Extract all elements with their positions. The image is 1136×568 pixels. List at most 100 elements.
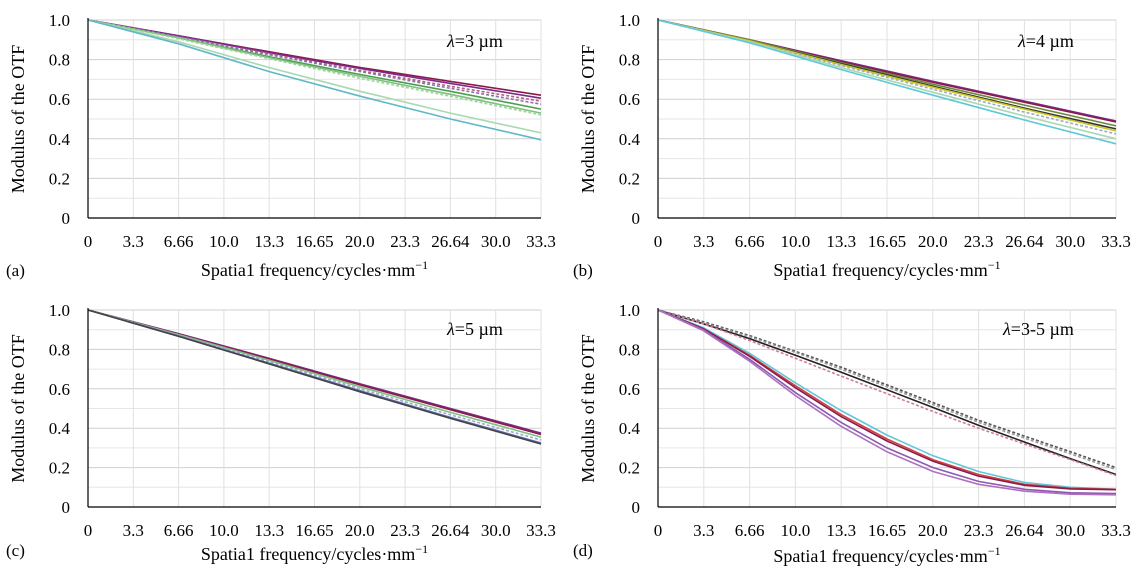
panel-label: (b) xyxy=(573,261,593,280)
panel-b: 0 0.2 0.4 0.6 0.8 1.0 0 3.3 6.66 10.0 13.3 16.65 20.… xyxy=(573,11,1131,280)
x-tick-label: 23.3 xyxy=(964,232,994,251)
x-axis-label-main: Spatia1 frequency/cycles·mm xyxy=(201,260,415,280)
series-line-7 xyxy=(657,309,1117,491)
wavelength-value: =5 µm xyxy=(455,319,503,339)
x-tick-label: 20.0 xyxy=(918,232,948,251)
y-tick-label: 0.4 xyxy=(619,419,641,438)
series-line-8 xyxy=(657,19,1117,145)
x-tick-label: 30.0 xyxy=(481,521,511,540)
x-tick-label: 10.0 xyxy=(209,521,239,540)
x-tick-label: 20.0 xyxy=(345,232,375,251)
y-tick-label: 0.8 xyxy=(619,340,640,359)
wavelength-annotation: λ=5 µm xyxy=(446,319,503,339)
y-tick-label: 1.0 xyxy=(49,11,70,30)
series-line-2 xyxy=(657,309,1117,471)
y-axis-label: Modulus of the OTF xyxy=(578,45,598,194)
series-line-6 xyxy=(87,19,542,114)
y-tick-label: 1.0 xyxy=(619,11,640,30)
x-axis-label-superscript: −1 xyxy=(988,544,1001,558)
grid xyxy=(658,309,1117,507)
y-tick-label: 1.0 xyxy=(619,301,640,320)
series-line-6 xyxy=(657,19,1117,135)
series-line-3 xyxy=(657,309,1117,476)
x-axis-label-superscript: −1 xyxy=(988,258,1001,272)
panel-d: 0 0.2 0.4 0.6 0.8 1.0 0 3.3 6.66 10.0 13.3 16.65 20.… xyxy=(573,301,1131,566)
series-group xyxy=(87,309,542,445)
grid xyxy=(88,309,542,507)
panel-label: (d) xyxy=(573,541,593,560)
x-tick-label: 13.3 xyxy=(254,232,284,251)
series-line-3 xyxy=(87,309,542,438)
panel-c: 0 0.2 0.4 0.6 0.8 1.0 0 3.3 6.66 10.0 13.3 16.65 20.… xyxy=(6,301,556,564)
y-tick-label: 0.8 xyxy=(619,51,640,70)
x-tick-label: 0 xyxy=(84,232,93,251)
x-tick-label: 26.64 xyxy=(431,232,470,251)
grid xyxy=(658,19,1117,218)
y-axis-label: Modulus of the OTF xyxy=(8,334,28,483)
x-tick-label: 0 xyxy=(654,232,663,251)
series-line-4 xyxy=(657,309,1117,477)
y-tick-label: 0 xyxy=(62,209,71,228)
wavelength-annotation: λ=4 µm xyxy=(1017,31,1074,51)
series-line-7 xyxy=(87,19,542,116)
y-tick-label: 1.0 xyxy=(49,301,70,320)
series-line-4 xyxy=(87,19,542,105)
y-tick-label: 0.6 xyxy=(619,380,640,399)
y-tick-label: 0.6 xyxy=(49,380,70,399)
x-tick-label: 30.0 xyxy=(1055,521,1085,540)
y-tick-label: 0.2 xyxy=(619,169,640,188)
x-tick-label: 10.0 xyxy=(781,232,811,251)
y-axis-label: Modulus of the OTF xyxy=(578,334,598,483)
y-tick-label: 0 xyxy=(632,209,641,228)
x-tick-label: 26.64 xyxy=(431,521,470,540)
series-line-2 xyxy=(87,19,542,99)
x-axis-label: Spatia1 frequency/cycles·mm−1 xyxy=(773,258,1000,280)
wavelength-value: =3 µm xyxy=(455,31,503,51)
lambda-symbol: λ xyxy=(1002,319,1011,339)
y-tick-label: 0.4 xyxy=(49,419,71,438)
x-tick-label: 33.3 xyxy=(526,232,556,251)
series-line-9 xyxy=(87,19,542,141)
x-axis-label-superscript: −1 xyxy=(415,258,428,272)
y-axis-label: Modulus of the OTF xyxy=(8,45,28,194)
x-tick-label: 6.66 xyxy=(164,232,194,251)
series-line-7 xyxy=(657,19,1117,140)
series-group xyxy=(657,309,1117,496)
x-tick-label: 26.64 xyxy=(1005,232,1044,251)
x-tick-label: 23.3 xyxy=(390,521,420,540)
y-tick-label: 0 xyxy=(632,498,641,517)
x-tick-label: 13.3 xyxy=(826,232,856,251)
x-axis-label: Spatia1 frequency/cycles·mm−1 xyxy=(201,542,428,564)
x-tick-label: 26.64 xyxy=(1005,521,1044,540)
x-tick-label: 3.3 xyxy=(123,232,144,251)
series-group xyxy=(657,19,1117,145)
lambda-symbol: λ xyxy=(446,319,455,339)
wavelength-value: =3-5 µm xyxy=(1011,319,1074,339)
x-tick-label: 16.65 xyxy=(295,521,333,540)
series-line-5 xyxy=(657,19,1117,132)
wavelength-annotation: λ=3-5 µm xyxy=(1002,319,1074,339)
x-tick-label: 33.3 xyxy=(1101,232,1131,251)
series-group xyxy=(87,19,542,141)
x-tick-label: 30.0 xyxy=(481,232,511,251)
y-tick-label: 0.6 xyxy=(619,90,640,109)
lambda-symbol: λ xyxy=(1017,31,1026,51)
panel-label: (a) xyxy=(6,261,25,280)
y-tick-label: 0.4 xyxy=(49,130,71,149)
y-tick-label: 0.8 xyxy=(49,340,70,359)
series-line-4 xyxy=(87,309,542,441)
x-tick-label: 20.0 xyxy=(918,521,948,540)
panel-a: 0 0.2 0.4 0.6 0.8 1.0 0 3.3 6.66 10.0 13.3 16.65 20.… xyxy=(6,11,556,280)
series-line-5 xyxy=(657,309,1117,491)
x-tick-label: 6.66 xyxy=(164,521,194,540)
x-tick-label: 0 xyxy=(654,521,663,540)
x-tick-label: 16.65 xyxy=(295,232,333,251)
x-tick-label: 10.0 xyxy=(209,232,239,251)
x-tick-label: 0 xyxy=(84,521,93,540)
x-axis-label-main: Spatia1 frequency/cycles·mm xyxy=(773,260,987,280)
x-tick-label: 30.0 xyxy=(1055,232,1085,251)
series-line-9 xyxy=(657,309,1117,496)
x-axis-label-main: Spatia1 frequency/cycles·mm xyxy=(773,546,987,566)
y-tick-label: 0.2 xyxy=(49,169,70,188)
